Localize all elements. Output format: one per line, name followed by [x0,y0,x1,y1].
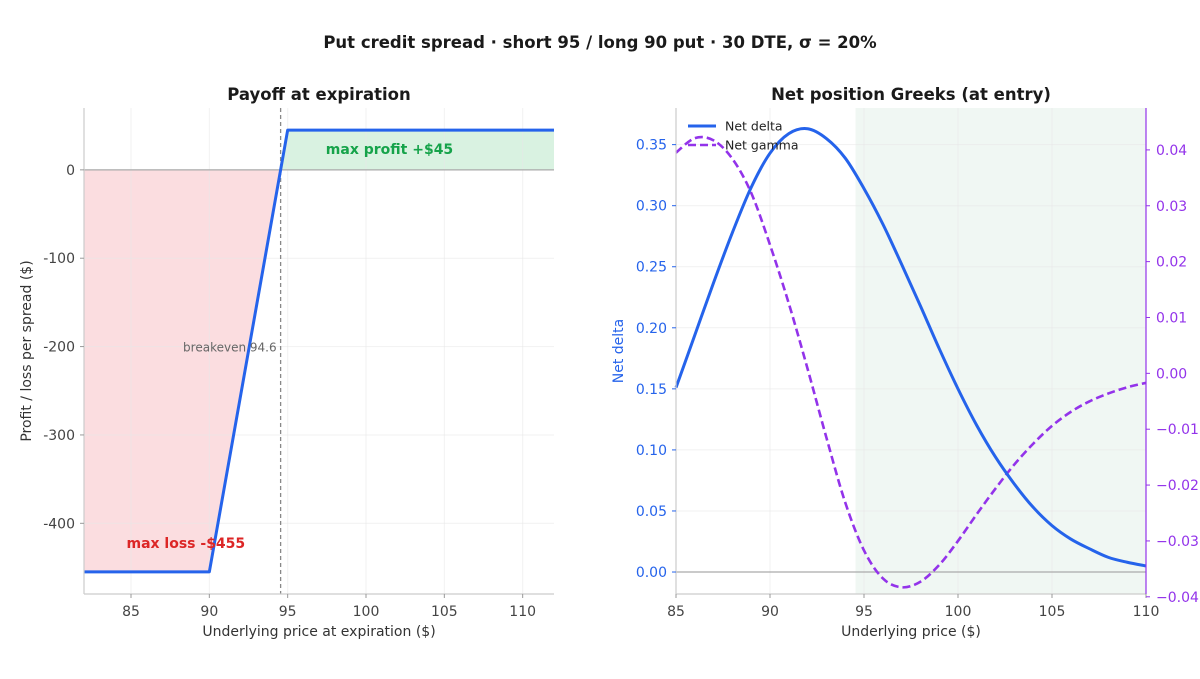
x-tick-label: 90 [200,604,218,620]
x-tick-label: 110 [1133,604,1160,620]
x-tick-label: 85 [122,604,140,620]
loss-region [84,169,281,572]
y-tick-label: -300 [43,428,75,444]
payoff-x-axis-label: Underlying price at expiration ($) [202,624,435,640]
y2-tick-label: −0.03 [1156,534,1199,550]
payoff-chart-title: Payoff at expiration [227,85,410,104]
y-tick-label: 0.20 [636,321,667,337]
greeks-y-axis-label: Net delta [611,319,627,383]
net-delta-line [674,127,1147,568]
payoff-chart: Payoff at expiration 85 90 95 100 105 110 -400… [19,85,554,640]
y-tick-label: 0.10 [636,443,667,459]
x-tick-label: 95 [855,604,873,620]
y2-tick-label: −0.02 [1156,478,1199,494]
greeks-x-axis-label: Underlying price ($) [841,624,981,640]
x-tick-label: 110 [509,604,536,620]
profit-zone-band [855,108,1146,594]
y-tick-label: 0 [66,163,75,179]
greeks-legend: Net delta Net gamma [688,119,799,153]
y-tick-label: 0.05 [636,504,667,520]
max-profit-label: max profit +$45 [326,142,453,158]
x-tick-label: 100 [353,604,380,620]
legend-label-gamma: Net gamma [725,138,799,153]
y-tick-label: -400 [43,516,75,532]
legend-label-delta: Net delta [725,119,783,134]
greeks-chart: Net position Greeks (at entry) 85 90 95 100… [611,85,1199,640]
profit-region [280,130,554,170]
net-gamma-line [675,135,1147,589]
greeks-chart-title: Net position Greeks (at entry) [771,85,1051,104]
y2-tick-label: 0.04 [1156,143,1187,159]
y2-tick-label: −0.01 [1156,422,1199,438]
y-tick-label: 0.25 [636,260,667,276]
x-tick-label: 105 [1039,604,1066,620]
x-tick-label: 100 [945,604,972,620]
y-tick-label: 0.35 [636,138,667,154]
x-tick-label: 85 [667,604,685,620]
y2-tick-label: −0.04 [1156,590,1199,606]
y2-tick-label: 0.00 [1156,366,1187,382]
x-tick-label: 90 [761,604,779,620]
y-tick-label: -200 [43,340,75,356]
y2-tick-label: 0.03 [1156,199,1187,215]
y2-tick-label: 0.02 [1156,255,1187,271]
payoff-line [84,128,554,574]
y2-tick-label: 0.01 [1156,310,1187,326]
max-loss-label: max loss -$455 [126,536,245,552]
y-tick-label: -100 [43,251,75,267]
figure-suptitle: Put credit spread · short 95 / long 90 p… [323,33,877,52]
y-tick-label: 0.15 [636,382,667,398]
payoff-y-axis-label: Profit / loss per spread ($) [19,260,35,441]
x-tick-label: 105 [431,604,458,620]
breakeven-label: breakeven 94.6 [183,341,277,355]
y-tick-label: 0.30 [636,199,667,215]
y-tick-label: 0.00 [636,565,667,581]
x-tick-label: 95 [279,604,297,620]
